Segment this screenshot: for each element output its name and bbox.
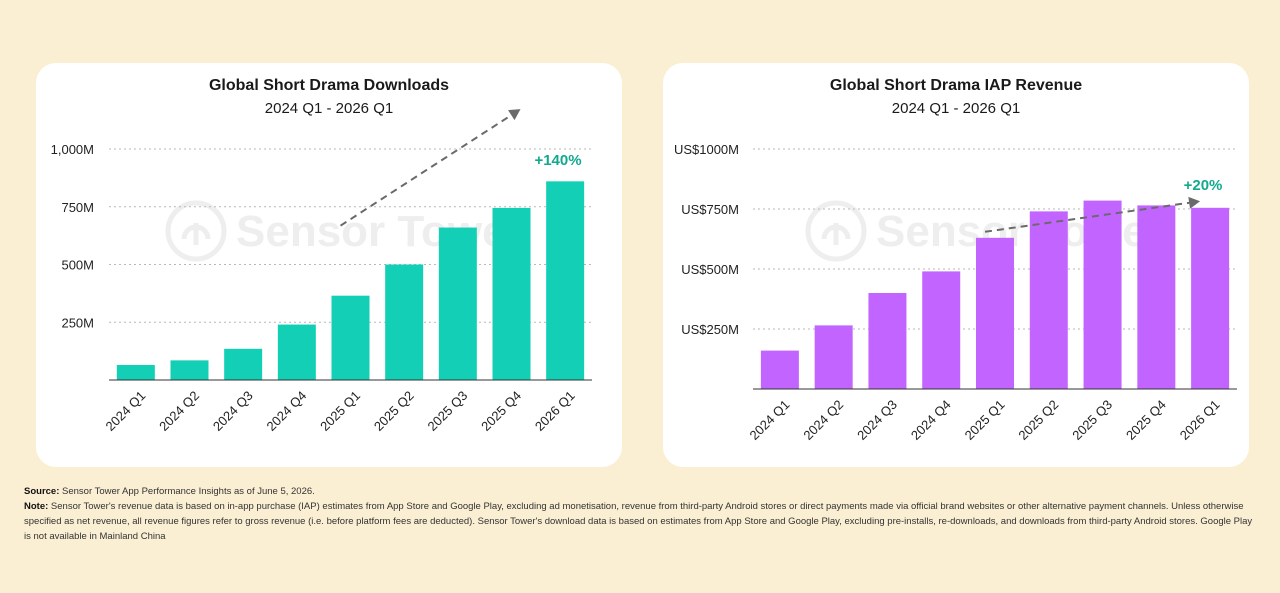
y-tick-label: 750M — [61, 200, 94, 215]
watermark-logo-mark-icon — [821, 223, 851, 245]
x-tick-label: 2025 Q2 — [371, 388, 417, 434]
bar-2026-q1 — [546, 181, 585, 380]
revenue-chart: Global Short Drama IAP Revenue 2024 Q1 - … — [674, 77, 1237, 443]
x-tick-label: 2025 Q4 — [478, 388, 524, 434]
x-tick-label: 2025 Q3 — [1069, 397, 1115, 443]
x-tick-label: 2025 Q3 — [425, 388, 471, 434]
note-line: Note: Sensor Tower's revenue data is bas… — [24, 499, 1260, 544]
note-text: Sensor Tower's revenue data is based on … — [24, 501, 1253, 542]
bar-2025-q2 — [1029, 211, 1068, 389]
bar-2025-q1 — [976, 237, 1014, 389]
bar-2025-q1 — [331, 295, 370, 380]
downloads-chart-panel: Global Short Drama Downloads 2024 Q1 - 20… — [36, 63, 622, 467]
bar-2024-q3 — [868, 293, 907, 389]
watermark-text: Sensor Tower — [236, 207, 524, 256]
bar-2025-q3 — [438, 227, 477, 380]
x-tick-label: 2024 Q4 — [908, 397, 954, 443]
source-text: Sensor Tower App Performance Insights as… — [59, 486, 315, 497]
trend-arrowhead-icon — [1188, 196, 1201, 209]
x-tick-label: 2025 Q1 — [317, 388, 363, 434]
y-tick-label: 1,000M — [51, 142, 94, 157]
watermark-logo-mark-icon — [181, 223, 211, 245]
chart-subtitle: 2024 Q1 - 2026 Q1 — [265, 100, 393, 117]
chart-title: Global Short Drama IAP Revenue — [830, 77, 1082, 94]
growth-label: +140% — [534, 152, 581, 169]
watermark-logo-icon — [165, 200, 227, 262]
trend-arrowhead-icon — [508, 109, 521, 121]
bar-2024-q1 — [760, 350, 799, 389]
source-line: Source: Sensor Tower App Performance Ins… — [24, 484, 1260, 499]
y-tick-label: US$250M — [681, 322, 739, 337]
bar-2024-q1 — [116, 364, 155, 380]
bar-2025-q3 — [1083, 200, 1122, 389]
x-tick-label: 2024 Q1 — [103, 388, 149, 434]
x-tick-label: 2026 Q1 — [532, 388, 578, 434]
y-tick-label: US$1000M — [674, 142, 739, 157]
x-tick-label: 2024 Q2 — [800, 397, 846, 443]
y-tick-label: US$750M — [681, 202, 739, 217]
x-tick-label: 2024 Q2 — [156, 388, 202, 434]
y-tick-label: 250M — [61, 315, 94, 330]
bar-2025-q2 — [385, 264, 424, 380]
x-tick-label: 2024 Q4 — [264, 388, 310, 434]
bar-2025-q4 — [492, 207, 531, 380]
watermark-logo-icon — [805, 200, 867, 262]
y-tick-label: US$500M — [681, 262, 739, 277]
bar-2025-q4 — [1137, 205, 1176, 389]
bar-2024-q4 — [277, 324, 316, 380]
chart-title: Global Short Drama Downloads — [209, 77, 449, 94]
bar-2026-q1 — [1191, 207, 1230, 389]
y-tick-label: 500M — [61, 258, 94, 273]
growth-label: +20% — [1184, 177, 1223, 194]
downloads-chart: Global Short Drama Downloads 2024 Q1 - 20… — [51, 77, 592, 434]
source-label: Source: — [24, 486, 60, 497]
x-tick-label: 2025 Q1 — [962, 397, 1008, 443]
x-tick-label: 2024 Q3 — [854, 397, 900, 443]
bar-2024-q2 — [170, 360, 209, 380]
revenue-chart-panel: Global Short Drama IAP Revenue 2024 Q1 - … — [663, 63, 1249, 467]
x-tick-label: 2024 Q3 — [210, 388, 256, 434]
bar-2024-q3 — [224, 348, 263, 380]
chart-subtitle: 2024 Q1 - 2026 Q1 — [892, 100, 1020, 117]
footnotes: Source: Sensor Tower App Performance Ins… — [24, 484, 1260, 544]
x-tick-label: 2024 Q1 — [747, 397, 793, 443]
x-tick-label: 2025 Q4 — [1123, 397, 1169, 443]
bar-2024-q2 — [814, 325, 853, 389]
x-tick-label: 2026 Q1 — [1177, 397, 1223, 443]
x-tick-label: 2025 Q2 — [1015, 397, 1061, 443]
bar-2024-q4 — [922, 271, 961, 389]
note-label: Note: — [24, 501, 49, 512]
